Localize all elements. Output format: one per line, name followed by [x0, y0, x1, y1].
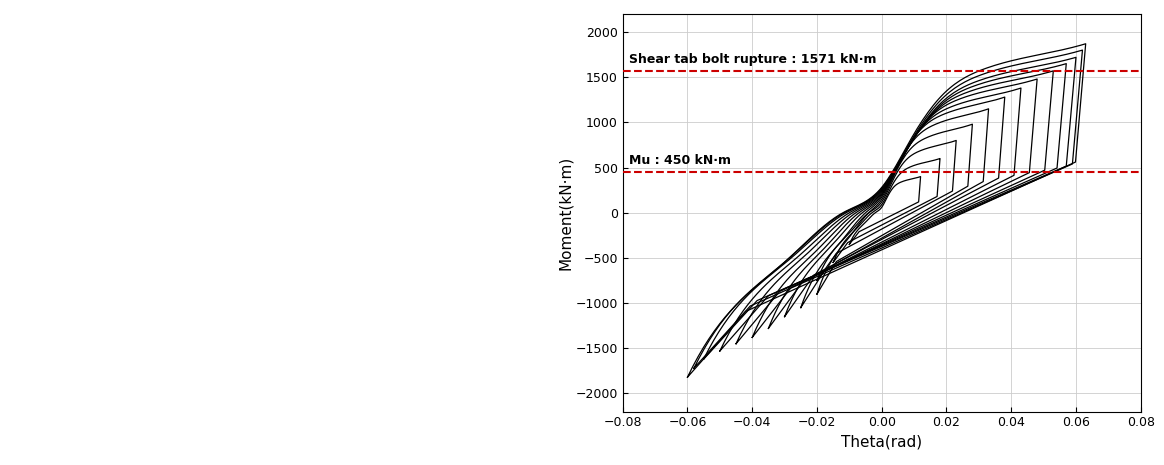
Text: Mu : 450 kN·m: Mu : 450 kN·m — [630, 154, 731, 167]
Text: Shear tab bolt rupture : 1571 kN·m: Shear tab bolt rupture : 1571 kN·m — [630, 53, 876, 66]
Y-axis label: Moment(kN·m): Moment(kN·m) — [558, 156, 573, 270]
X-axis label: Theta(rad): Theta(rad) — [842, 435, 922, 450]
